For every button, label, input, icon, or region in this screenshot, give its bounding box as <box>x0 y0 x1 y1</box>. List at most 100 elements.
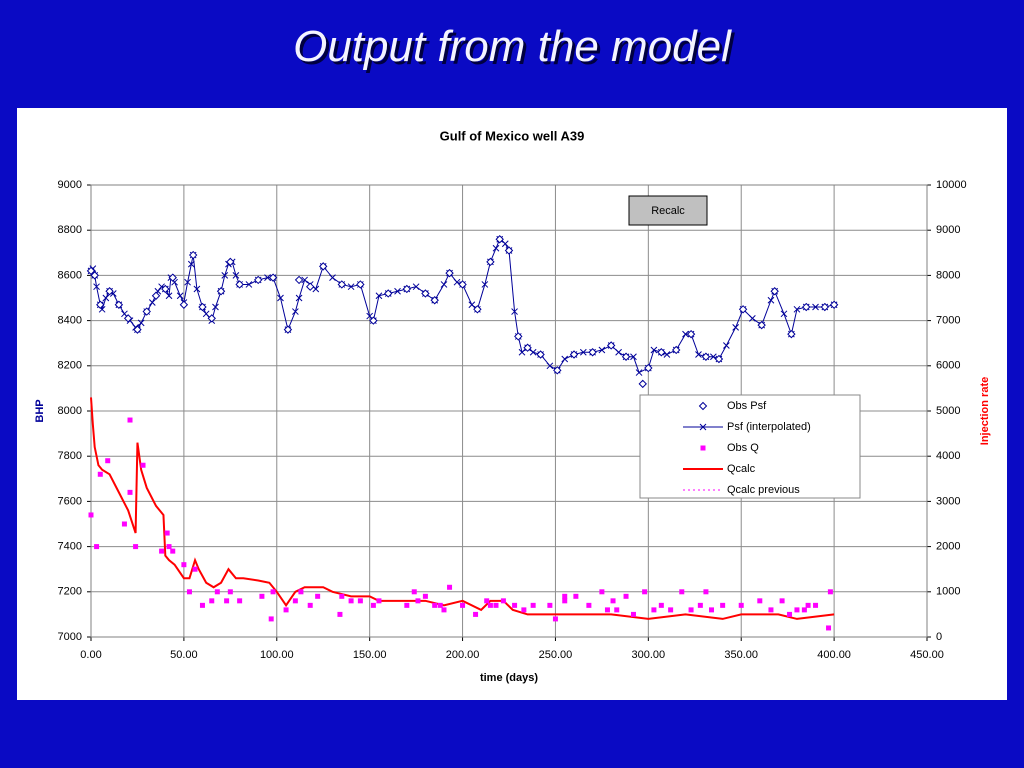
diamond-marker <box>306 282 315 291</box>
diamond-marker <box>96 300 105 309</box>
square-marker <box>668 607 674 613</box>
square-marker <box>307 602 313 608</box>
x-marker <box>481 281 489 288</box>
square-marker <box>768 607 774 613</box>
diamond-marker <box>445 268 454 278</box>
x-marker <box>812 303 819 311</box>
button-label[interactable]: Recalc <box>651 205 685 217</box>
square-marker <box>259 593 265 599</box>
x-tick-label: 200.00 <box>446 649 480 661</box>
x-marker <box>529 348 537 356</box>
diamond-marker <box>473 305 482 314</box>
x-tick-label: 0.00 <box>80 649 101 661</box>
square-marker <box>700 445 706 451</box>
square-marker <box>166 544 172 550</box>
square-marker <box>827 589 833 595</box>
legend-label: Obs Psf <box>727 400 767 412</box>
y-tick-label: 8400 <box>58 315 82 327</box>
y2-tick-label: 5000 <box>936 405 960 417</box>
square-marker <box>164 530 170 536</box>
square-marker <box>473 611 479 617</box>
diamond-marker <box>268 273 278 282</box>
square-marker <box>493 602 499 608</box>
x-tick-label: 100.00 <box>260 649 294 661</box>
square-marker <box>460 602 466 608</box>
plot-area: 7000 7200 7400 7600 7800 8000 8200 8400 8600 8800… <box>58 179 967 661</box>
x-marker <box>137 319 145 327</box>
square-marker <box>794 607 800 613</box>
y2-tick-label: 1000 <box>936 586 960 598</box>
square-marker <box>270 589 276 595</box>
y-tick-label: 8000 <box>58 405 82 417</box>
diamond-marker <box>235 280 244 289</box>
diamond-marker <box>253 275 263 285</box>
diamond-marker <box>161 284 170 294</box>
x-marker <box>635 369 643 376</box>
diamond-marker <box>638 379 647 389</box>
diamond-marker <box>621 352 631 361</box>
diamond-marker <box>698 401 708 411</box>
square-marker <box>801 607 807 613</box>
square-marker <box>688 607 694 613</box>
square-marker <box>337 611 343 617</box>
diamond-marker <box>142 307 151 316</box>
square-marker <box>547 602 553 608</box>
square-marker <box>651 607 657 613</box>
diamond-marker <box>216 287 226 296</box>
square-marker <box>237 598 243 604</box>
y-tick-label: 9000 <box>58 179 82 191</box>
square-marker <box>610 598 616 604</box>
legend-label: Qcalc <box>727 463 756 475</box>
square-marker <box>181 562 187 568</box>
square-marker <box>88 512 94 518</box>
y-tick-label: 7800 <box>58 450 82 462</box>
square-marker <box>703 589 709 595</box>
diamond-marker <box>402 284 412 294</box>
square-marker <box>679 589 685 595</box>
x-marker <box>767 296 775 304</box>
x-marker <box>301 276 308 284</box>
y2-tick-label: 7000 <box>936 315 960 327</box>
x-marker <box>630 353 637 361</box>
x-marker <box>93 283 100 291</box>
y-tick-label: 8600 <box>58 269 82 281</box>
x-marker <box>732 324 740 331</box>
square-marker <box>720 602 726 608</box>
diamond-marker <box>384 289 393 298</box>
button-face[interactable] <box>628 195 708 226</box>
square-marker <box>192 566 198 572</box>
diamond-marker <box>179 300 189 309</box>
x-marker <box>102 294 110 302</box>
diamond-marker <box>523 343 532 352</box>
x-marker <box>412 283 420 291</box>
square-marker <box>376 598 382 604</box>
diamond-marker <box>686 329 696 339</box>
x-tick-label: 350.00 <box>724 649 758 661</box>
x-marker <box>366 312 374 320</box>
square-marker <box>224 598 230 604</box>
x-marker <box>615 348 622 356</box>
diamond-marker <box>114 300 124 309</box>
diamond-marker <box>714 354 724 364</box>
diamond-marker <box>738 305 748 314</box>
diamond-marker <box>319 262 328 271</box>
x-marker <box>492 244 500 252</box>
diamond-marker <box>671 345 681 355</box>
x-marker <box>221 272 229 279</box>
square-marker <box>658 602 664 608</box>
x-marker <box>277 294 284 302</box>
diamond-marker <box>188 250 198 260</box>
diamond-marker <box>151 291 161 300</box>
diamond-marker <box>337 280 347 289</box>
recalc-button[interactable]: Recalc <box>628 195 708 226</box>
x-marker <box>176 292 184 300</box>
diamond-marker <box>430 296 439 305</box>
slide-title: Output from the model <box>293 22 731 71</box>
diamond-marker <box>787 329 796 339</box>
square-marker <box>447 584 453 590</box>
square-marker <box>787 611 793 617</box>
square-marker <box>441 607 447 613</box>
square-marker <box>370 602 376 608</box>
x-tick-label: 250.00 <box>539 649 573 661</box>
y-tick-label: 8800 <box>58 224 82 236</box>
